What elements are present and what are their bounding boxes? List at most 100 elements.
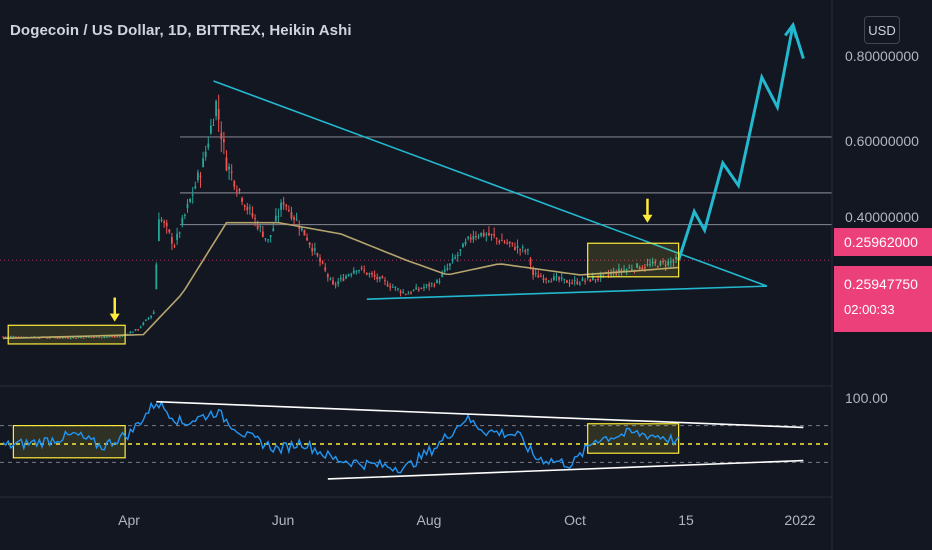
price-tick-2: 0.40000000 xyxy=(845,209,919,225)
candle-body xyxy=(630,269,633,271)
candle-body xyxy=(80,337,82,339)
candle-body xyxy=(272,228,275,231)
candle-body xyxy=(376,276,379,280)
candle-body xyxy=(285,204,288,207)
candle-body xyxy=(636,263,638,268)
candle-body xyxy=(72,337,75,339)
candle-body xyxy=(256,223,259,229)
candle-body xyxy=(171,237,173,244)
candle-body xyxy=(534,273,537,275)
candle-body xyxy=(308,242,311,245)
candle-body xyxy=(132,331,134,333)
candle-body xyxy=(212,124,215,126)
candle-body xyxy=(329,278,332,280)
candle-body xyxy=(254,218,256,220)
moving-average-line xyxy=(2,221,679,340)
candle-body xyxy=(649,264,651,266)
candle-body xyxy=(415,287,418,290)
rsi-panel xyxy=(0,400,832,480)
candle-body xyxy=(168,229,171,233)
candle-body xyxy=(61,337,64,339)
candle-body xyxy=(430,283,433,285)
candle-body xyxy=(537,275,540,278)
candle-body xyxy=(386,284,389,287)
candle-body xyxy=(139,326,142,328)
candle-body xyxy=(267,239,269,241)
rsi-upper-trendline xyxy=(156,400,804,429)
arrow-head xyxy=(109,313,120,322)
candle-body xyxy=(181,217,184,225)
candle-body xyxy=(542,278,545,281)
candle-body xyxy=(326,274,329,278)
candle-body xyxy=(625,269,628,271)
candle-body xyxy=(222,139,225,143)
candle-body xyxy=(345,275,347,279)
candle-body xyxy=(230,171,233,173)
candle-body xyxy=(274,215,277,221)
candle-body xyxy=(527,249,529,251)
candle-body xyxy=(365,272,368,275)
candle-body xyxy=(443,269,446,272)
time-tick-1: Jun xyxy=(271,512,295,528)
candle-body xyxy=(441,273,444,277)
candle-body xyxy=(472,236,475,240)
candle-body xyxy=(558,277,561,280)
candle-body xyxy=(134,329,137,331)
candle-body xyxy=(532,269,535,276)
currency-button[interactable]: USD xyxy=(864,16,900,44)
candle-body xyxy=(204,151,207,158)
candle-body xyxy=(568,282,571,284)
candle-body xyxy=(412,289,415,291)
time-tick-0: Apr xyxy=(118,512,140,528)
candle-body xyxy=(264,238,267,240)
candle-body xyxy=(446,268,449,270)
candle-body xyxy=(298,226,301,230)
candle-body xyxy=(46,337,49,339)
candle-body xyxy=(490,234,493,236)
moving-average xyxy=(2,221,679,340)
candle-body xyxy=(87,336,90,338)
candle-body xyxy=(511,242,514,244)
candle-body xyxy=(438,281,441,283)
candle-body xyxy=(560,277,563,279)
candle-body xyxy=(672,261,675,263)
candle-body xyxy=(495,238,498,240)
candle-body xyxy=(485,234,488,236)
candle-body xyxy=(155,264,158,290)
candle-body xyxy=(514,247,516,250)
candle-body xyxy=(59,337,62,339)
candle-body xyxy=(477,236,480,238)
candle-body xyxy=(524,250,527,252)
candle-body xyxy=(199,175,202,178)
candle-body xyxy=(173,245,176,248)
candle-body xyxy=(482,232,485,237)
candle-body xyxy=(137,329,140,331)
candle-body xyxy=(410,292,412,294)
candle-body xyxy=(615,273,618,275)
candle-body xyxy=(241,198,243,202)
candle-body xyxy=(324,267,327,271)
candle-body xyxy=(571,282,573,284)
candle-body xyxy=(67,337,69,339)
candle-body xyxy=(407,293,410,295)
rsi-highlight-box-0 xyxy=(12,425,126,459)
candle-body xyxy=(565,280,568,283)
candle-body xyxy=(235,190,238,192)
candle-body xyxy=(290,212,293,219)
projected-arrowhead xyxy=(784,21,798,38)
candle-body xyxy=(667,261,670,265)
candle-body xyxy=(628,267,631,269)
candle-body xyxy=(207,143,210,148)
last-price-badge: 0.25962000 xyxy=(834,228,932,256)
candle-body xyxy=(243,205,246,208)
candle-body xyxy=(417,289,420,291)
candle-body xyxy=(594,279,597,281)
candle-body xyxy=(95,336,98,338)
candle-body xyxy=(293,217,295,220)
candle-body xyxy=(82,337,85,339)
candle-body xyxy=(428,284,431,287)
candle-body xyxy=(332,280,334,285)
candle-body xyxy=(228,166,230,170)
candle-body xyxy=(516,245,519,248)
